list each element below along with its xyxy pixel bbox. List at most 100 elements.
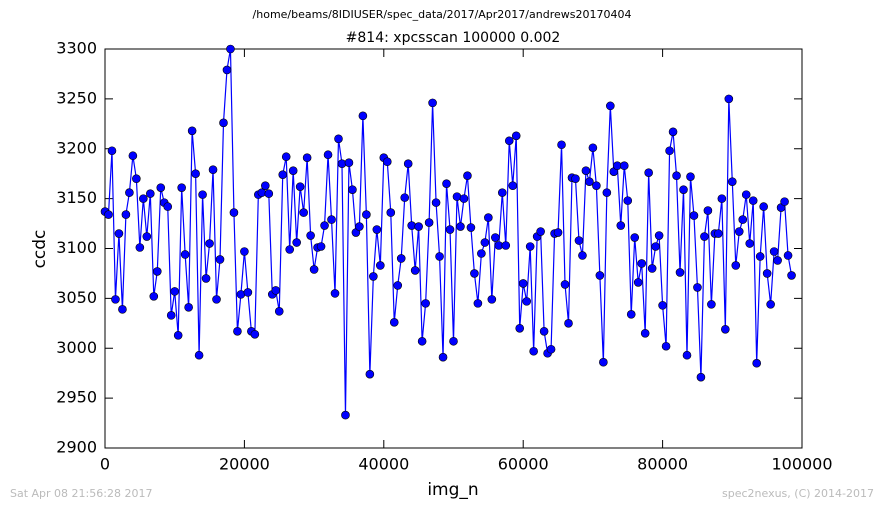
footer-credit: spec2nexus, (C) 2014-2017 xyxy=(722,487,874,500)
data-point xyxy=(787,271,796,280)
data-point xyxy=(271,286,281,295)
data-point xyxy=(201,274,211,283)
data-point xyxy=(668,127,678,137)
data-point xyxy=(560,280,570,289)
data-point xyxy=(414,222,423,231)
data-point xyxy=(473,299,483,308)
data-point xyxy=(546,344,556,354)
data-point xyxy=(355,222,364,231)
data-point xyxy=(466,223,476,232)
data-point xyxy=(703,206,713,215)
data-point xyxy=(261,181,270,190)
data-point xyxy=(661,341,671,351)
data-point xyxy=(146,189,155,198)
data-point xyxy=(229,208,239,217)
data-point xyxy=(480,238,490,247)
data-point xyxy=(438,352,448,362)
data-point xyxy=(344,158,354,168)
y-tick-label: 3150 xyxy=(56,188,97,207)
data-point xyxy=(693,283,702,292)
data-point xyxy=(731,261,741,270)
data-point xyxy=(644,168,653,177)
data-point xyxy=(320,221,329,230)
data-point xyxy=(393,281,403,290)
data-point xyxy=(637,259,646,268)
data-point xyxy=(721,324,730,334)
data-point xyxy=(619,161,629,171)
y-tick-label: 3300 xyxy=(56,39,97,58)
data-point xyxy=(714,229,723,238)
data-point xyxy=(595,271,605,280)
data-point xyxy=(222,65,232,75)
data-point xyxy=(599,357,608,367)
data-point xyxy=(564,319,573,328)
data-point xyxy=(421,299,430,308)
data-line xyxy=(104,48,793,416)
data-point xyxy=(679,185,688,194)
x-tick-label: 60000 xyxy=(498,455,549,474)
data-point xyxy=(616,221,626,230)
data-point xyxy=(288,166,298,175)
data-point xyxy=(504,136,514,146)
data-point xyxy=(302,153,312,163)
data-point xyxy=(135,243,145,252)
data-point xyxy=(107,146,117,156)
chart-title: #814: xpcsscan 100000 0.002 xyxy=(346,30,561,46)
data-point xyxy=(640,328,650,338)
data-point xyxy=(578,251,587,260)
data-point xyxy=(553,228,563,237)
data-point xyxy=(497,188,507,197)
data-point xyxy=(139,194,148,203)
data-point xyxy=(682,350,692,360)
data-point xyxy=(675,268,685,277)
data-point xyxy=(574,236,584,245)
suptitle: /home/beams/8IDIUSER/spec_data/2017/Apr2… xyxy=(253,8,632,21)
data-point xyxy=(525,242,535,251)
x-tick-label: 40000 xyxy=(358,455,409,474)
data-point xyxy=(111,295,120,304)
data-point xyxy=(522,297,531,306)
x-tick-label: 20000 xyxy=(219,455,270,474)
data-point xyxy=(330,289,340,298)
data-point xyxy=(741,190,751,199)
data-point xyxy=(424,218,434,227)
data-point xyxy=(295,182,305,191)
data-point xyxy=(470,269,479,278)
data-point xyxy=(306,231,315,240)
data-point xyxy=(700,232,709,241)
data-point xyxy=(187,126,197,136)
data-point xyxy=(104,210,113,219)
data-point xyxy=(170,287,179,296)
y-tick-label: 3050 xyxy=(56,288,97,307)
data-point xyxy=(410,266,420,275)
data-point xyxy=(689,211,699,220)
data-point xyxy=(431,198,441,207)
data-point xyxy=(571,174,580,183)
data-point xyxy=(240,247,249,256)
data-point xyxy=(508,181,518,190)
data-point xyxy=(128,151,138,161)
data-point xyxy=(442,179,451,188)
data-point xyxy=(125,188,134,197)
data-point xyxy=(386,208,396,217)
data-point xyxy=(459,194,469,203)
data-point xyxy=(156,183,166,192)
data-point xyxy=(647,264,657,273)
y-tick-label: 3100 xyxy=(56,238,97,257)
data-point xyxy=(163,202,173,211)
data-point xyxy=(626,310,636,319)
data-point xyxy=(755,252,765,261)
data-point xyxy=(557,140,566,150)
data-point xyxy=(581,166,591,175)
data-point xyxy=(281,152,291,162)
data-point xyxy=(783,251,793,260)
data-point xyxy=(734,227,744,236)
data-point xyxy=(191,169,200,178)
data-point xyxy=(250,329,260,339)
data-point xyxy=(372,225,382,234)
data-point xyxy=(309,265,319,274)
data-point xyxy=(121,210,131,219)
data-point xyxy=(665,146,674,156)
y-tick-label: 2900 xyxy=(56,438,97,457)
data-point xyxy=(132,174,141,183)
